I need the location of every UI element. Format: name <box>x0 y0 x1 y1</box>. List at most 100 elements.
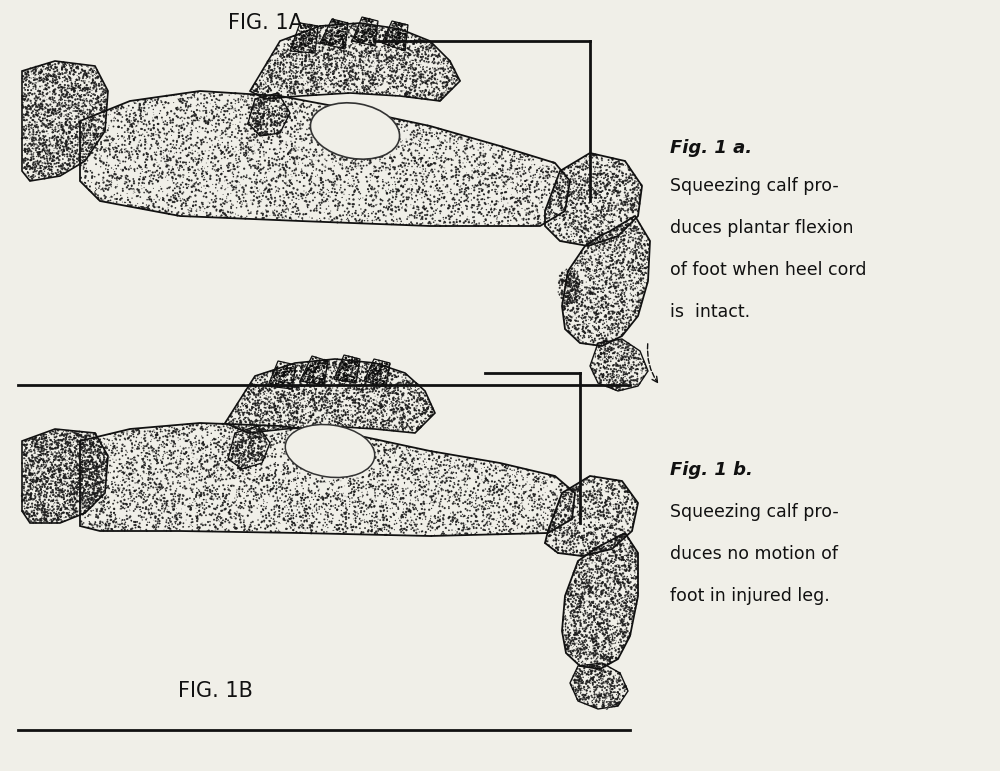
Point <box>574 576 590 588</box>
Point <box>611 537 627 550</box>
Point <box>275 377 291 389</box>
Point <box>570 677 586 689</box>
Point <box>566 628 582 641</box>
Point <box>36 435 52 447</box>
Point <box>321 37 337 49</box>
Point <box>622 554 638 567</box>
Point <box>189 465 205 477</box>
Point <box>521 521 537 534</box>
Point <box>36 459 52 471</box>
Point <box>305 353 321 365</box>
Point <box>536 204 552 216</box>
Point <box>404 160 420 173</box>
Point <box>253 443 269 456</box>
Point <box>374 390 390 402</box>
Point <box>14 505 30 517</box>
Point <box>293 84 309 96</box>
Point <box>272 119 288 131</box>
Point <box>639 274 655 286</box>
Point <box>630 237 646 249</box>
Point <box>362 36 378 49</box>
Point <box>406 390 422 402</box>
Point <box>303 411 319 423</box>
Point <box>560 266 576 278</box>
Point <box>95 117 111 130</box>
Point <box>347 207 363 219</box>
Point <box>592 299 608 311</box>
Point <box>621 611 637 624</box>
Point <box>603 598 619 610</box>
Point <box>63 480 79 492</box>
Point <box>527 495 543 507</box>
Point <box>36 157 52 170</box>
Point <box>581 332 597 344</box>
Point <box>391 390 407 402</box>
Point <box>166 512 182 524</box>
Point <box>395 416 411 429</box>
Point <box>151 126 167 139</box>
Point <box>472 146 488 159</box>
Point <box>380 500 396 512</box>
Point <box>591 689 607 701</box>
Point <box>81 145 97 157</box>
Point <box>628 562 644 574</box>
Point <box>180 162 196 174</box>
Point <box>629 189 645 201</box>
Point <box>101 122 117 134</box>
Point <box>337 495 353 507</box>
Point <box>338 60 354 72</box>
Point <box>628 237 644 249</box>
Point <box>221 467 237 480</box>
Point <box>374 378 390 390</box>
Point <box>369 374 385 386</box>
Point <box>312 164 328 177</box>
Point <box>160 466 176 479</box>
Point <box>223 453 239 466</box>
Point <box>624 364 640 376</box>
Point <box>392 412 408 424</box>
Point <box>584 700 600 712</box>
Point <box>90 143 106 155</box>
Point <box>285 100 301 113</box>
Point <box>26 169 42 181</box>
Point <box>600 298 616 310</box>
Point <box>204 524 220 537</box>
Point <box>607 261 623 274</box>
Point <box>125 117 141 130</box>
Point <box>58 449 74 462</box>
Point <box>62 445 78 457</box>
Point <box>233 436 249 448</box>
Point <box>74 441 90 453</box>
Point <box>371 474 387 487</box>
Point <box>287 158 303 170</box>
Point <box>289 404 305 416</box>
Point <box>595 696 611 709</box>
Point <box>37 473 53 486</box>
Point <box>584 549 600 561</box>
Point <box>277 108 293 120</box>
Point <box>316 371 332 383</box>
Point <box>73 433 89 446</box>
Point <box>554 228 570 241</box>
Point <box>350 152 366 164</box>
Point <box>84 500 100 513</box>
Point <box>98 442 114 454</box>
Point <box>367 63 383 76</box>
Point <box>67 82 83 94</box>
Point <box>380 56 396 69</box>
Point <box>38 432 54 444</box>
Point <box>214 520 230 533</box>
Point <box>56 470 72 483</box>
Point <box>591 483 607 495</box>
Point <box>34 431 50 443</box>
Point <box>139 109 155 121</box>
Point <box>614 353 630 365</box>
Point <box>414 129 430 141</box>
Point <box>527 488 543 500</box>
Point <box>557 510 573 523</box>
Point <box>145 519 161 531</box>
Point <box>142 124 158 136</box>
Point <box>275 175 291 187</box>
Point <box>376 443 392 456</box>
Point <box>608 626 624 638</box>
